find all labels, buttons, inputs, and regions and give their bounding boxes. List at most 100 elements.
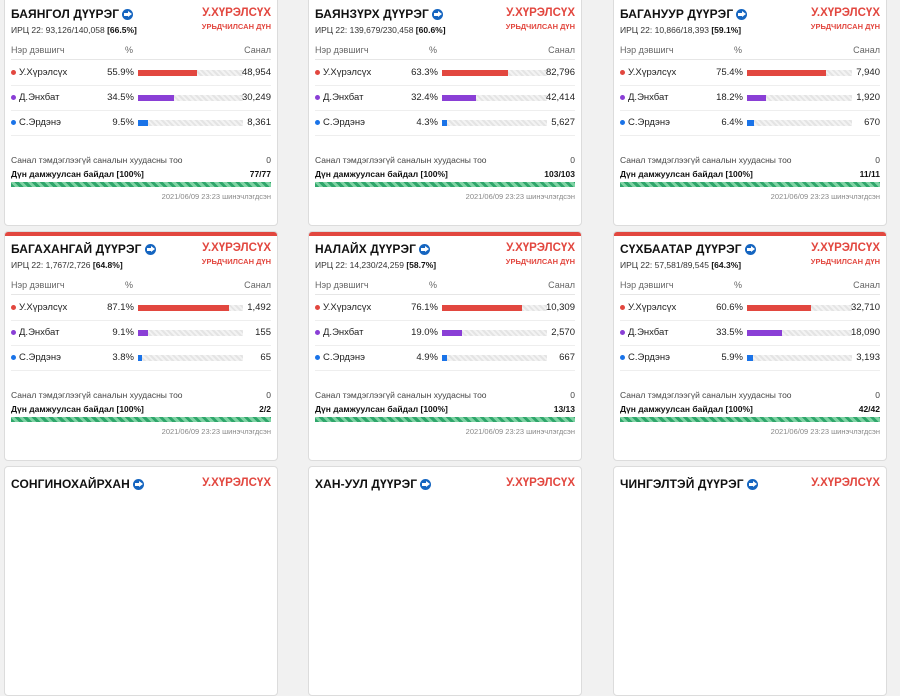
district-card[interactable]: БАЯНГОЛ ДҮҮРЭГ ИРЦ 22: 93,126/140,058 [66…	[4, 0, 278, 226]
link-arrow-icon[interactable]	[122, 9, 134, 20]
candidate-name: Д.Энхбат	[19, 327, 60, 338]
candidate-votes: 5,627	[551, 117, 575, 128]
col-percent-header: %	[429, 45, 438, 55]
candidate-percent: 19.0%	[411, 327, 438, 338]
candidate-percent: 32.4%	[411, 92, 438, 103]
candidate-row: У.Хүрэлсүх 63.3% 82,796	[315, 61, 575, 86]
card-top-accent	[309, 232, 581, 236]
district-card[interactable]: НАЛАЙХ ДҮҮРЭГ ИРЦ 22: 14,230/24,259 [58.7…	[308, 231, 582, 461]
candidate-name: У.Хүрэлсүх	[19, 67, 68, 78]
district-name: ЧИНГЭЛТЭЙ ДҮҮРЭГ	[620, 477, 880, 491]
district-card[interactable]: ХАН-УУЛ ДҮҮРЭГ У.ХҮРЭЛСҮХ	[308, 466, 582, 696]
candidate-row: С.Эрдэнэ 4.9% 667	[315, 346, 575, 371]
invalid-ballots-value: 0	[570, 155, 575, 165]
turnout-line: ИРЦ 22: 93,126/140,058 [66.5%]	[11, 25, 271, 35]
link-arrow-icon[interactable]	[736, 9, 748, 20]
leading-candidate: У.ХҮРЭЛСҮХ	[202, 477, 271, 492]
reporting-status-row: Дүн дамжуулсан байдал [100%] 103/103	[315, 169, 575, 179]
district-card[interactable]: БАГАНУУР ДҮҮРЭГ ИРЦ 22: 10,866/18,393 [59…	[613, 0, 887, 226]
invalid-ballots-value: 0	[266, 390, 271, 400]
updated-timestamp: 2021/06/09 23:23 шинэчлэгдсэн	[161, 427, 271, 436]
candidate-color-dot	[11, 70, 16, 75]
card-top-accent	[614, 232, 886, 236]
col-candidate-header: Нэр дэвшигч	[315, 45, 369, 55]
invalid-ballots-row: Санал тэмдэглээгүй саналын хуудасны тоо 0	[315, 155, 575, 165]
turnout-line: ИРЦ 22: 1,767/2,726 [64.8%]	[11, 260, 271, 270]
updated-timestamp: 2021/06/09 23:23 шинэчлэгдсэн	[465, 427, 575, 436]
link-arrow-icon[interactable]	[144, 244, 156, 255]
col-candidate-header: Нэр дэвшигч	[620, 45, 674, 55]
candidate-votes: 2,570	[551, 327, 575, 338]
card-header: БАЯНГОЛ ДҮҮРЭГ ИРЦ 22: 93,126/140,058 [66…	[11, 7, 271, 41]
preliminary-label: УРЬДЧИЛСАН ДҮН	[505, 257, 575, 266]
col-votes-header: Санал	[548, 280, 575, 290]
candidate-color-dot	[11, 120, 16, 125]
updated-timestamp: 2021/06/09 23:23 шинэчлэгдсэн	[770, 192, 880, 201]
candidate-name: Д.Энхбат	[628, 327, 669, 338]
candidate-color-dot	[11, 95, 16, 100]
link-arrow-icon[interactable]	[132, 479, 144, 490]
candidate-row: Д.Энхбат 19.0% 2,570	[315, 321, 575, 346]
candidate-name: С.Эрдэнэ	[628, 352, 670, 363]
updated-timestamp: 2021/06/09 23:23 шинэчлэгдсэн	[465, 192, 575, 201]
reporting-status-label: Дүн дамжуулсан байдал [100%]	[620, 169, 753, 179]
link-arrow-icon[interactable]	[431, 9, 443, 20]
candidate-name: У.Хүрэлсүх	[323, 302, 372, 313]
candidate-name: Д.Энхбат	[19, 92, 60, 103]
preliminary-label: УРЬДЧИЛСАН ДҮН	[201, 22, 271, 31]
candidate-votes: 10,309	[545, 302, 575, 313]
link-arrow-icon[interactable]	[744, 244, 756, 255]
vote-share-fill	[138, 120, 148, 126]
reporting-progress-bar	[11, 417, 271, 422]
invalid-ballots-row: Санал тэмдэглээгүй саналын хуудасны тоо 0	[620, 155, 880, 165]
vote-share-bar	[442, 355, 547, 361]
leading-candidate-name: У.ХҮРЭЛСҮХ	[506, 242, 575, 254]
link-arrow-icon[interactable]	[420, 479, 432, 490]
district-name: БАЯНГОЛ ДҮҮРЭГ	[11, 7, 271, 21]
leading-candidate-name: У.ХҮРЭЛСҮХ	[506, 7, 575, 19]
col-percent-header: %	[125, 280, 134, 290]
reporting-status-row: Дүн дамжуулсан байдал [100%] 13/13	[315, 404, 575, 414]
invalid-ballots-row: Санал тэмдэглээгүй саналын хуудасны тоо 0	[620, 390, 880, 400]
candidate-percent: 4.3%	[416, 117, 438, 128]
district-card[interactable]: БАГАХАНГАЙ ДҮҮРЭГ ИРЦ 22: 1,767/2,726 [64…	[4, 231, 278, 461]
district-name-text: БАГАНУУР ДҮҮРЭГ	[620, 7, 734, 21]
candidate-color-dot	[620, 355, 625, 360]
district-card[interactable]: БАЯНЗҮРХ ДҮҮРЭГ ИРЦ 22: 139,679/230,458 […	[308, 0, 582, 226]
vote-share-bar	[442, 120, 547, 126]
district-card[interactable]: СҮХБААТАР ДҮҮРЭГ ИРЦ 22: 57,581/89,545 [6…	[613, 231, 887, 461]
vote-share-bar	[442, 70, 547, 76]
vote-share-fill	[138, 305, 230, 311]
col-percent-header: %	[734, 45, 743, 55]
district-card[interactable]: СОНГИНОХАЙРХАН У.ХҮРЭЛСҮХ	[4, 466, 278, 696]
candidate-row: У.Хүрэлсүх 76.1% 10,309	[315, 296, 575, 321]
column-headers: Нэр дэвшигч% Санал	[315, 45, 575, 60]
district-card[interactable]: ЧИНГЭЛТЭЙ ДҮҮРЭГ У.ХҮРЭЛСҮХ	[613, 466, 887, 696]
district-name: БАГАХАНГАЙ ДҮҮРЭГ	[11, 242, 271, 256]
leading-candidate: У.ХҮРЭЛСҮХ УРЬДЧИЛСАН ДҮН	[811, 242, 880, 266]
candidate-votes: 42,414	[545, 92, 575, 103]
reporting-progress-bar	[620, 182, 880, 187]
reporting-status-row: Дүн дамжуулсан байдал [100%] 2/2	[11, 404, 271, 414]
reporting-status-value: 103/103	[544, 169, 575, 179]
candidate-row: Д.Энхбат 33.5% 18,090	[620, 321, 880, 346]
vote-share-fill	[747, 120, 754, 126]
candidate-color-dot	[11, 305, 16, 310]
vote-share-fill	[138, 95, 175, 101]
candidate-name: У.Хүрэлсүх	[628, 302, 677, 313]
link-arrow-icon[interactable]	[419, 244, 431, 255]
column-headers: Нэр дэвшигч% Санал	[620, 45, 880, 60]
reporting-status-label: Дүн дамжуулсан байдал [100%]	[11, 404, 144, 414]
candidate-percent: 76.1%	[411, 302, 438, 313]
vote-share-bar	[747, 120, 852, 126]
candidate-votes: 667	[559, 352, 575, 363]
link-arrow-icon[interactable]	[746, 479, 758, 490]
candidate-votes: 7,940	[856, 67, 880, 78]
candidate-name: С.Эрдэнэ	[628, 117, 670, 128]
candidate-votes: 30,249	[241, 92, 271, 103]
vote-share-bar	[747, 305, 852, 311]
col-votes-header: Санал	[244, 45, 271, 55]
district-name: СОНГИНОХАЙРХАН	[11, 477, 271, 491]
turnout-line: ИРЦ 22: 10,866/18,393 [59.1%]	[620, 25, 880, 35]
district-name-text: СОНГИНОХАЙРХАН	[11, 477, 130, 491]
